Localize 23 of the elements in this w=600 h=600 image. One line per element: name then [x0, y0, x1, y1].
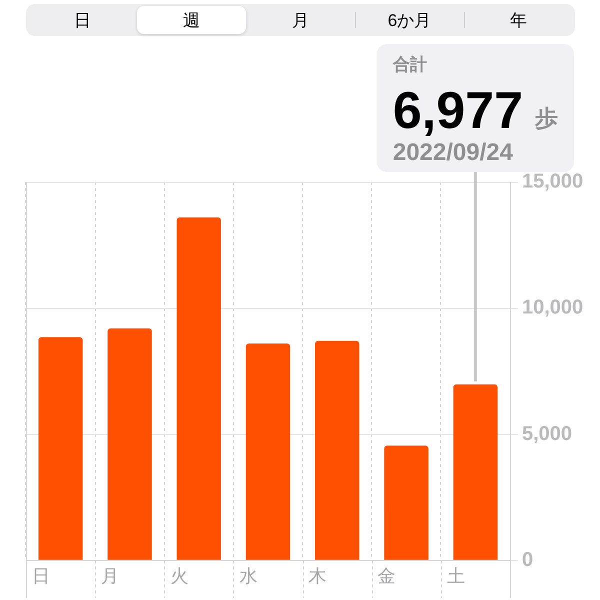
y-tick-label: 0: [522, 548, 534, 571]
bar: [246, 343, 290, 560]
x-tick-label: 金: [378, 566, 396, 586]
x-tick-label: 水: [239, 566, 258, 586]
bar: [176, 217, 221, 560]
text: 歩: [534, 105, 558, 131]
bar: [453, 384, 498, 560]
x-tick-label: 日: [32, 566, 50, 586]
segmented-control: 日 週 月 6か月 年: [26, 4, 575, 36]
x-tick-label: 木: [308, 566, 327, 586]
bar: [38, 337, 83, 560]
y-tick-label: 10,000: [522, 296, 584, 319]
bar: [108, 328, 152, 560]
bar: [384, 446, 428, 560]
bar: [315, 340, 360, 560]
text: 合計: [392, 55, 427, 74]
x-tick-label: 火: [170, 566, 188, 586]
x-tick-label: 土: [446, 566, 465, 586]
text: 2022/09/24: [392, 139, 514, 166]
x-tick-label: 月: [101, 566, 120, 586]
y-tick-label: 5,000: [522, 422, 572, 445]
y-tick-label: 15,000: [522, 170, 584, 193]
data-label: 6,977: [392, 82, 524, 140]
